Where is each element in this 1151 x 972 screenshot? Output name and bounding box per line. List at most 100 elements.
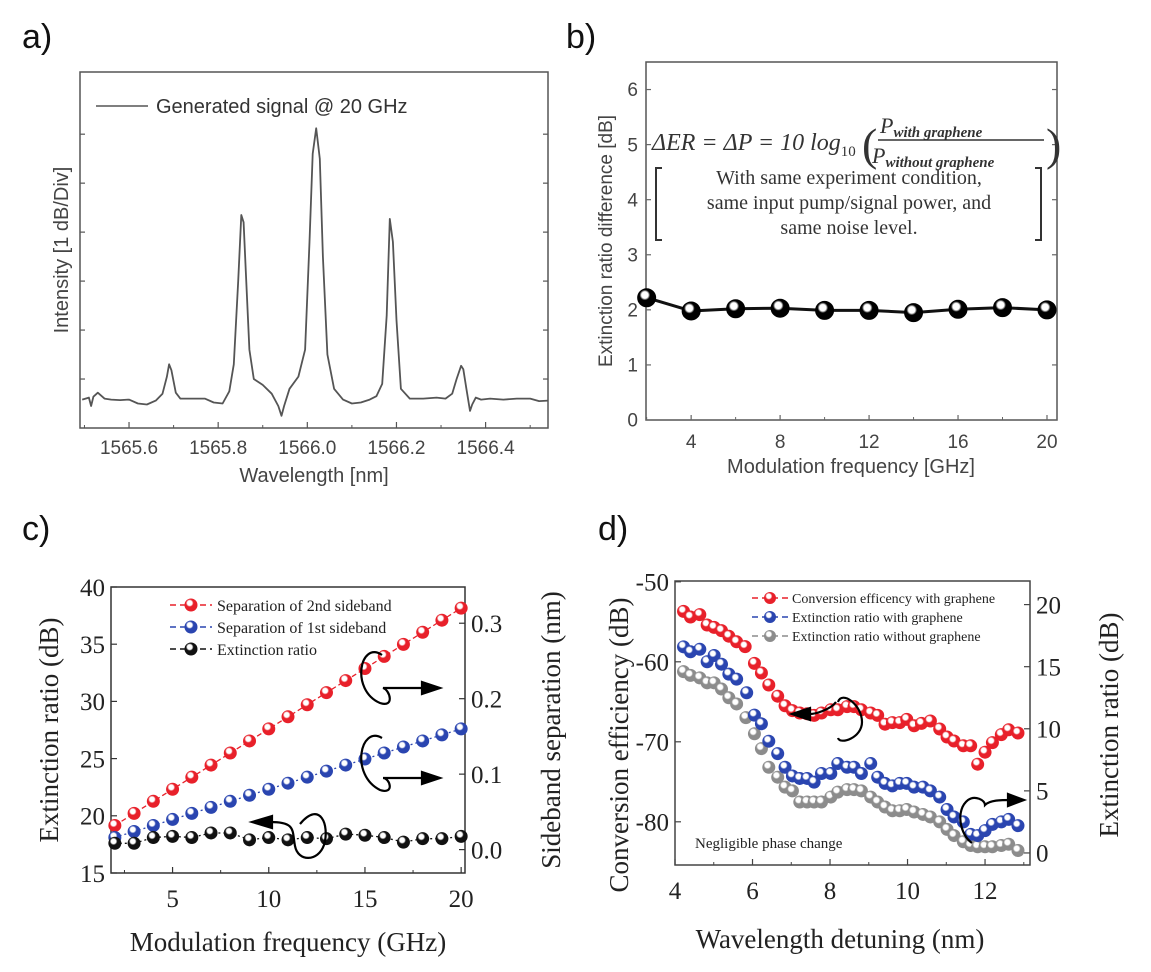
chart-c-point (396, 740, 410, 754)
chart-c-point (243, 734, 257, 748)
legend-label: Separation of 1st sideband (217, 620, 386, 637)
note-bracket-left (655, 167, 662, 241)
chart-d-point (747, 727, 761, 741)
y-tick-label: 2 (627, 300, 638, 321)
chart-b-frame (645, 61, 1058, 421)
chart-c-point (223, 746, 237, 760)
note-bracket-right (1035, 167, 1042, 241)
legend-swatch-marker (184, 620, 198, 634)
x-tick-label: 1565.6 (100, 438, 158, 459)
chart-c-point (185, 770, 199, 784)
chart-d-point (985, 736, 999, 750)
chart-c-point (339, 758, 353, 772)
chart-b-point (1037, 300, 1057, 320)
y-right-tick-label: 0.3 (471, 611, 502, 638)
note-line-1: With same experiment condition, (716, 167, 982, 189)
chart-d-point (814, 766, 828, 780)
chart-c-point (416, 625, 430, 639)
y-tick-label: 5 (627, 135, 638, 156)
curl-arrow-icon (959, 796, 1014, 844)
chart-d-point (871, 708, 885, 722)
chart-c-point (204, 826, 218, 840)
chart-c-xlabel: Modulation frequency (GHz) (130, 927, 446, 957)
chart-d-point (754, 666, 768, 680)
chart-d-point (785, 784, 799, 798)
chart-c-point (281, 776, 295, 790)
chart-c-point (300, 831, 314, 845)
legend-swatch-marker (184, 598, 198, 612)
y-tick-label: 30 (80, 689, 105, 716)
chart-c-point (166, 812, 180, 826)
chart-c-point (204, 758, 218, 772)
panel-label-b: b) (566, 18, 597, 56)
chart-d-point (854, 766, 868, 780)
chart-a-legend-label: Generated signal @ 20 GHz (156, 96, 408, 118)
chart-c-axis-indicator-blue (360, 734, 444, 792)
y-tick-label: -60 (636, 650, 669, 677)
equation-paren-right: ) (1046, 119, 1061, 170)
x-tick-label: 6 (746, 878, 759, 905)
chart-d-point (771, 747, 785, 761)
chart-b-point (637, 288, 657, 308)
chart-b-point (681, 301, 701, 321)
legend-label: Extinction ratio with graphene (792, 611, 963, 626)
x-tick-label: 1566.2 (367, 438, 425, 459)
y-tick-label: 25 (80, 746, 105, 773)
chart-c-axis-indicator-black (248, 813, 327, 859)
equation-lhs: ΔER = ΔP = 10 log10 (651, 130, 856, 160)
chart-c-point (262, 722, 276, 736)
legend-label: Extinction ratio without graphene (792, 630, 981, 645)
chart-c-axis-indicator-red (360, 651, 444, 705)
chart-d-point (730, 697, 744, 711)
chart-c-point (377, 746, 391, 760)
chart-d-point (693, 642, 707, 656)
chart-c-point (435, 728, 449, 742)
chart-d-point (747, 708, 761, 722)
chart-d-point (771, 770, 785, 784)
legend-label: Extinction ratio (217, 642, 317, 659)
chart-b-point (770, 298, 790, 318)
y-tick-label: 1 (627, 356, 638, 377)
arrow-head-left-icon (248, 814, 274, 830)
chart-c-point (281, 833, 295, 847)
x-tick-label: 12 (858, 432, 879, 453)
chart-d-point (707, 649, 721, 663)
chart-a-xlabel: Wavelength [nm] (239, 465, 388, 487)
chart-c-point (262, 831, 276, 845)
arrow-head-right-icon (420, 680, 444, 696)
chart-d-point (907, 780, 921, 794)
chart-b-ylabel: Extinction ratio difference [dB] (596, 115, 617, 367)
chart-c-point (127, 806, 141, 820)
x-tick-label: 10 (256, 886, 281, 913)
chart-c-point (339, 827, 353, 841)
x-tick-label: 8 (775, 432, 786, 453)
y-tick-label: -50 (636, 570, 669, 597)
panel-label-c: c) (22, 510, 51, 548)
x-tick-label: 12 (973, 878, 998, 905)
y-tick-label: 0 (627, 411, 638, 432)
chart-d-point (964, 739, 978, 753)
chart-c-point (223, 826, 237, 840)
chart-c-point (166, 829, 180, 843)
chart-d-point (947, 829, 961, 843)
chart-c-point (281, 710, 295, 724)
arrow-head-left-icon (788, 706, 812, 722)
chart-d-point (956, 815, 970, 829)
panel-label-a: a) (22, 18, 53, 56)
chart-d-ylabel-right: Extinction ratio (dB) (1094, 613, 1124, 838)
chart-d-ylabel-left: Conversion efficiency (dB) (604, 598, 634, 893)
chart-d-point (693, 608, 707, 622)
chart-c-point (435, 832, 449, 846)
chart-b-point (859, 300, 879, 320)
legend-swatch-marker (184, 642, 198, 656)
chart-d-point (1011, 843, 1025, 857)
x-tick-label: 1566.0 (278, 438, 336, 459)
chart-d-point (971, 757, 985, 771)
chart-c-point (300, 698, 314, 712)
chart-c-point (358, 828, 372, 842)
chart-c-point (435, 613, 449, 627)
chart-c-point (166, 782, 180, 796)
x-tick-label: 1566.4 (457, 438, 516, 459)
x-tick-label: 20 (1036, 432, 1057, 453)
